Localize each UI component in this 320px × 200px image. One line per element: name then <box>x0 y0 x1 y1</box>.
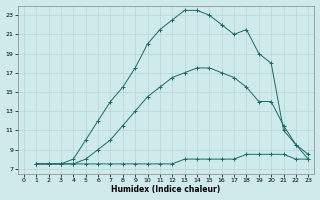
X-axis label: Humidex (Indice chaleur): Humidex (Indice chaleur) <box>111 185 221 194</box>
